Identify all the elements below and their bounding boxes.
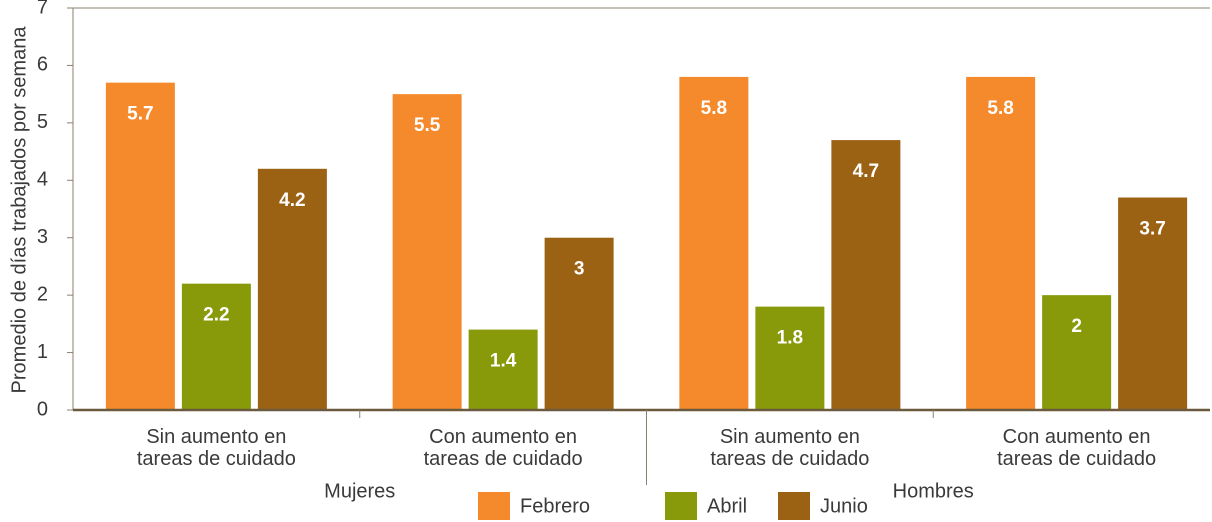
y-tick-label: 3 xyxy=(37,226,48,248)
value-label: 2 xyxy=(1071,316,1082,337)
value-label: 5.8 xyxy=(987,98,1013,119)
y-tick-label: 1 xyxy=(37,341,48,363)
x-tick-label-line: Con aumento en xyxy=(429,426,577,448)
bar xyxy=(1042,295,1112,410)
y-tick-label: 4 xyxy=(37,169,48,191)
x-tick-label: Sin aumento en tareas de cuidado xyxy=(710,426,869,470)
value-label: 5.5 xyxy=(414,115,441,136)
y-tick-label: 0 xyxy=(37,398,48,420)
x-tick-label-line: tareas de cuidado xyxy=(997,448,1156,470)
x-tick-label-line: Con aumento en xyxy=(1003,426,1151,448)
x-tick-label-line: tareas de cuidado xyxy=(137,448,296,470)
x-tick-label: Con aumento en tareas de cuidado xyxy=(997,426,1156,470)
bar xyxy=(966,76,1036,411)
bar xyxy=(831,140,901,411)
value-label: 4.7 xyxy=(853,161,879,182)
group-label: Mujeres xyxy=(324,480,395,502)
x-tick-label-line: tareas de cuidado xyxy=(424,448,583,470)
value-label: 1.8 xyxy=(777,328,803,349)
group-label: Hombres xyxy=(893,480,974,502)
y-tick-label: 2 xyxy=(37,283,48,305)
legend-label: Junio xyxy=(820,495,868,517)
legend-swatch xyxy=(778,492,810,520)
value-label: 5.7 xyxy=(127,104,153,125)
x-tick-label-line: Sin aumento en xyxy=(146,426,286,448)
bar xyxy=(679,76,749,411)
bar xyxy=(257,168,327,410)
x-tick-label-line: tareas de cuidado xyxy=(710,448,869,470)
value-label: 5.8 xyxy=(701,98,727,119)
y-tick-label: 7 xyxy=(37,0,48,18)
legend-label: Abril xyxy=(707,495,747,517)
legend-label: Febrero xyxy=(520,495,590,517)
value-label: 3.7 xyxy=(1139,219,1165,240)
bar xyxy=(755,306,825,410)
y-tick-label: 6 xyxy=(37,54,48,76)
bar xyxy=(181,283,251,410)
x-tick-label-line: Sin aumento en xyxy=(720,426,860,448)
legend-swatch xyxy=(478,492,510,520)
value-label: 2.2 xyxy=(203,305,229,326)
bar xyxy=(392,94,462,411)
bar xyxy=(468,329,538,410)
legend-swatch xyxy=(665,492,697,520)
x-tick-label: Con aumento en tareas de cuidado xyxy=(424,426,583,470)
y-axis-label: Promedio de días trabajados por semana xyxy=(8,26,30,394)
value-label: 1.4 xyxy=(490,351,517,372)
y-tick-label: 5 xyxy=(37,111,48,133)
bar xyxy=(544,237,614,410)
bar xyxy=(105,82,175,411)
bar xyxy=(1118,197,1188,410)
value-label: 4.2 xyxy=(279,190,305,211)
value-label: 3 xyxy=(574,259,585,280)
x-tick-label: Sin aumento en tareas de cuidado xyxy=(137,426,296,470)
